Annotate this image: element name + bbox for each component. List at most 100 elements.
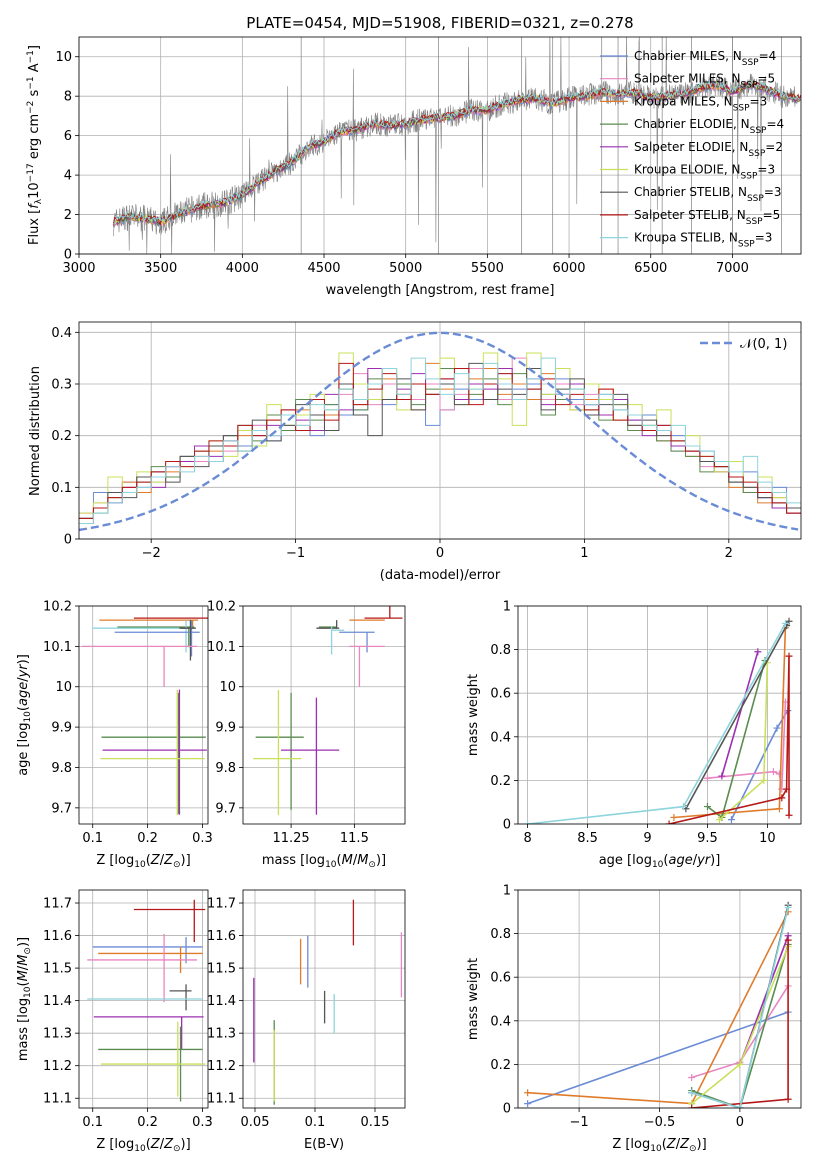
x-tick-label: 0.2 bbox=[137, 1115, 158, 1130]
weight-series bbox=[703, 657, 769, 821]
legend-entry: Kroupa ELODIE, NSSP=3 bbox=[634, 163, 775, 182]
x-axis-label: mass [log10(M/M⊙)] bbox=[262, 853, 386, 870]
x-tick-label: 0.2 bbox=[137, 831, 158, 846]
x-axis-label: Z [log10(Z/Z⊙)] bbox=[612, 1137, 706, 1154]
weight-marker bbox=[703, 803, 711, 811]
x-tick-label: 11.5 bbox=[340, 831, 369, 846]
x-tick-label: 3000 bbox=[62, 261, 95, 276]
legend-entry: Salpeter ELODIE, NSSP=2 bbox=[634, 140, 783, 159]
panel-age-vs-Z: 0.1 0.2 0.3 9.7 9.8 9.9 10 10.1 10.2 Z [log10(Z/Z… bbox=[16, 600, 213, 871]
y-tick-label: 0 bbox=[503, 1102, 511, 1117]
panel-residuals: −2 −1 0 1 2 0 0.1 0.2 0.3 0.4 (data-model)/error No… bbox=[28, 321, 802, 583]
legend-entry: Salpeter STELIB, NSSP=5 bbox=[634, 208, 780, 227]
panel-weight-vs-age: 8 8.5 9 9.5 10 0 0.2 0.4 0.6 0.8 1 mass weight age [… bbox=[466, 600, 802, 870]
x-tick-label: 4000 bbox=[226, 261, 259, 276]
x-tick-label: −1 bbox=[286, 546, 305, 561]
weight-series bbox=[718, 648, 762, 780]
model-line bbox=[112, 78, 801, 225]
histogram-step bbox=[79, 357, 801, 524]
panel-age-vs-mass: 11.25 11.5 9.7 9.8 9.9 10 10.1 10.2 mass [log10(… bbox=[207, 600, 406, 870]
weight-marker bbox=[670, 813, 678, 821]
y-tick-label: 11.2 bbox=[207, 1059, 236, 1074]
x-tick-label: 8 bbox=[523, 831, 531, 846]
y-tick-label: 10.1 bbox=[207, 640, 236, 655]
x-tick-label: 0.1 bbox=[82, 1115, 103, 1130]
y-axis-label: mass [log10(M/M⊙)] bbox=[16, 937, 33, 1061]
y-tick-label: 11.1 bbox=[43, 1092, 72, 1107]
weight-marker bbox=[718, 772, 726, 780]
y-axis-label: mass weight bbox=[466, 674, 481, 756]
weight-series bbox=[665, 652, 793, 824]
y-tick-label: 11.4 bbox=[207, 994, 236, 1009]
y-tick-label: 10 bbox=[55, 680, 72, 695]
y-tick-label: 0 bbox=[64, 533, 72, 548]
weight-series bbox=[703, 698, 789, 793]
error-point bbox=[364, 606, 403, 619]
weight-marker bbox=[775, 805, 783, 813]
panel-mass-vs-EBV: 0.05 0.1 0.15 11.1 11.2 11.3 11.4 11.5 11.6 11.7 E… bbox=[207, 889, 406, 1152]
plot-area bbox=[81, 617, 208, 816]
weight-marker bbox=[736, 1060, 744, 1068]
weight-marker bbox=[760, 776, 768, 784]
x-tick-label: 3500 bbox=[144, 261, 177, 276]
x-tick-label: 6500 bbox=[634, 261, 667, 276]
x-tick-label: 10 bbox=[759, 831, 776, 846]
weight-marker bbox=[781, 619, 789, 627]
legend-entry: Chabrier MILES, NSSP=4 bbox=[634, 49, 776, 68]
axes-frame bbox=[242, 605, 406, 825]
weight-marker bbox=[785, 811, 793, 819]
axes-frame bbox=[78, 605, 209, 825]
x-tick-label: 0 bbox=[436, 546, 444, 561]
y-tick-label: 4 bbox=[64, 169, 72, 184]
weight-marker bbox=[785, 617, 793, 625]
axes-frame bbox=[78, 36, 802, 255]
error-point bbox=[93, 1016, 204, 1050]
weight-marker bbox=[524, 1089, 532, 1097]
error-point bbox=[117, 626, 195, 648]
weight-marker bbox=[785, 652, 793, 660]
weight-marker bbox=[727, 816, 735, 824]
plot-area bbox=[253, 606, 403, 816]
x-tick-label: 0 bbox=[736, 1115, 744, 1130]
axes-frame bbox=[78, 889, 209, 1109]
y-tick-label: 11.3 bbox=[43, 1027, 72, 1042]
axes-frame bbox=[78, 321, 802, 540]
x-tick-label: 5000 bbox=[389, 261, 422, 276]
weight-marker bbox=[783, 785, 791, 793]
weight-series bbox=[524, 619, 789, 824]
x-tick-label: 0.05 bbox=[241, 1115, 270, 1130]
x-tick-label: 0.1 bbox=[82, 831, 103, 846]
legend-entry: Chabrier STELIB, NSSP=3 bbox=[634, 185, 782, 204]
y-tick-label: 11.6 bbox=[43, 929, 72, 944]
y-tick-label: 0 bbox=[64, 248, 72, 263]
error-point bbox=[101, 692, 206, 814]
weight-line bbox=[691, 907, 789, 1108]
x-tick-label: 6000 bbox=[552, 261, 585, 276]
weight-series bbox=[715, 659, 771, 824]
weight-line bbox=[527, 623, 787, 824]
y-tick-label: 11.5 bbox=[207, 962, 236, 977]
y-tick-label: 9.7 bbox=[215, 801, 236, 816]
y-tick-label: 0.8 bbox=[490, 927, 511, 942]
error-point bbox=[92, 620, 192, 653]
weight-marker bbox=[703, 774, 711, 782]
weight-marker bbox=[688, 1073, 696, 1081]
x-tick-label: 2 bbox=[725, 546, 733, 561]
error-point bbox=[100, 1021, 206, 1097]
y-axis-label: age [log10(age/yr)] bbox=[16, 654, 33, 776]
legend-entry: Kroupa MILES, NSSP=3 bbox=[634, 94, 767, 113]
weight-marker bbox=[784, 936, 792, 944]
error-point bbox=[133, 899, 206, 943]
weight-line bbox=[707, 660, 766, 819]
weight-marker bbox=[773, 724, 781, 732]
x-tick-label: 8.5 bbox=[577, 831, 598, 846]
legend-entry: Kroupa STELIB, NSSP=3 bbox=[634, 231, 772, 250]
y-tick-label: 1 bbox=[503, 884, 511, 899]
plot-area bbox=[87, 899, 206, 1102]
x-axis-label: wavelength [Angstrom, rest frame] bbox=[326, 283, 555, 298]
weight-marker bbox=[679, 803, 687, 811]
y-tick-label: 9.8 bbox=[51, 761, 72, 776]
normal-reference-curve bbox=[79, 331, 799, 532]
weight-marker bbox=[524, 1100, 532, 1108]
y-tick-label: 0.2 bbox=[51, 429, 72, 444]
